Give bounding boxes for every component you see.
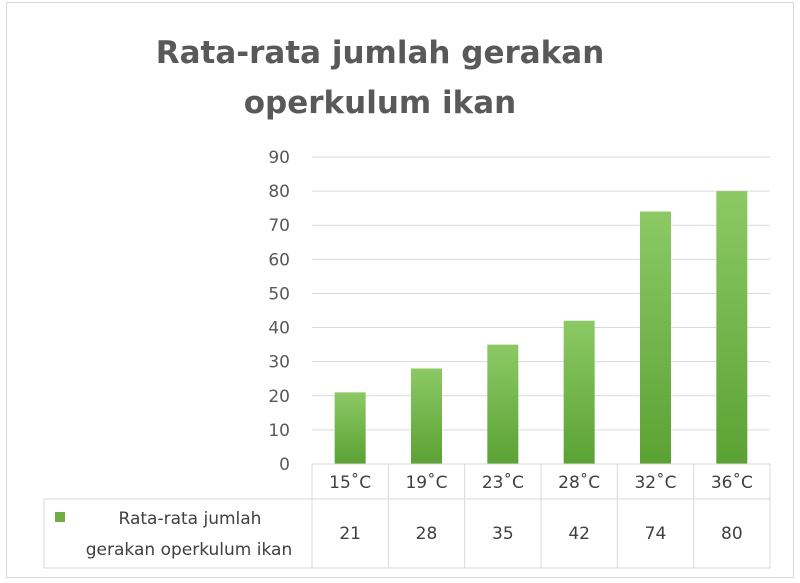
data-table: 15˚C 19˚C 23˚C 28˚C 32˚C 36˚C 21 28 35 42 74 80 Rata… [43,463,771,569]
bar [487,344,519,464]
y-tick-label: 20 [268,387,290,407]
category-label: 15˚C [329,472,371,493]
category-label: 19˚C [405,472,447,493]
data-label: 80 [721,524,743,544]
series-label: Rata-rata jumlah [119,509,262,529]
category-label: 32˚C [634,472,676,493]
data-label: 35 [492,524,514,544]
y-tick-label: 40 [268,319,290,339]
y-axis: 0 10 20 30 40 50 60 70 80 90 [268,148,290,475]
bar [411,368,442,464]
legend-key [55,512,65,522]
y-tick-label: 70 [268,216,290,236]
y-tick-label: 80 [268,182,290,202]
bar [334,392,366,464]
category-label: 28˚C [558,472,600,493]
data-label: 74 [645,524,667,544]
bar [716,191,748,464]
y-tick-label: 0 [279,455,290,475]
series-label: gerakan operkulum ikan [86,540,292,560]
y-tick-label: 10 [268,421,290,441]
data-label: 42 [568,524,590,544]
bar [563,320,595,464]
data-label: 21 [339,524,361,544]
y-tick-label: 60 [268,250,290,270]
y-tick-label: 30 [268,353,290,373]
y-tick-label: 90 [268,148,290,168]
category-label: 36˚C [711,472,753,493]
bar-series [334,191,748,464]
gridlines [312,156,770,431]
bar [640,211,671,464]
chart-title: Rata-rata jumlah gerakan operkulum ikan [155,35,605,121]
category-label: 23˚C [482,472,524,493]
data-label: 28 [416,524,438,544]
y-tick-label: 50 [268,284,290,304]
